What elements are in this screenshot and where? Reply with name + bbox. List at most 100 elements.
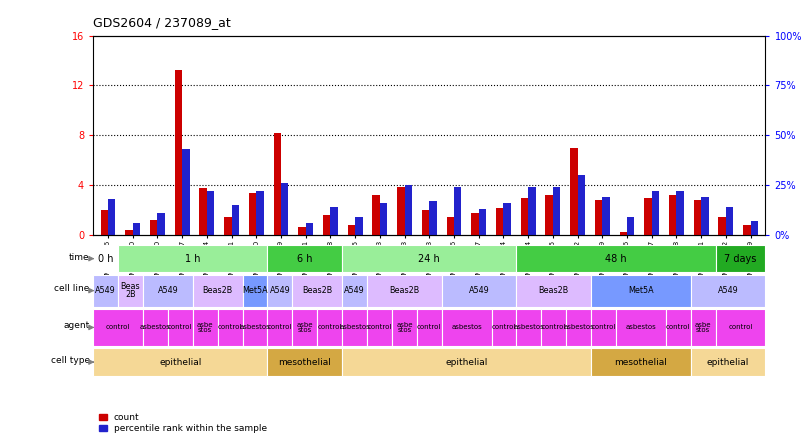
Bar — [305, 223, 313, 235]
Bar — [566, 309, 591, 345]
Text: control: control — [218, 325, 242, 330]
Bar — [718, 217, 726, 235]
Bar — [242, 309, 267, 345]
Text: A549: A549 — [157, 286, 178, 295]
Bar — [342, 274, 367, 307]
Text: control: control — [318, 325, 342, 330]
Bar — [367, 309, 392, 345]
Text: asbestos: asbestos — [240, 325, 271, 330]
Bar — [422, 210, 429, 235]
Bar — [157, 214, 164, 235]
Bar — [342, 309, 367, 345]
Bar — [716, 309, 765, 345]
Bar — [281, 183, 288, 235]
Bar — [620, 232, 627, 235]
Bar — [716, 245, 765, 273]
Bar — [517, 245, 716, 273]
Bar — [193, 274, 242, 307]
Bar — [691, 274, 765, 307]
Bar — [367, 274, 441, 307]
Text: A549: A549 — [344, 286, 365, 295]
Bar — [182, 150, 190, 235]
Bar — [417, 309, 441, 345]
Text: time: time — [69, 253, 90, 262]
Text: A549: A549 — [270, 286, 290, 295]
Bar — [517, 274, 591, 307]
Bar — [591, 348, 691, 376]
Bar — [553, 187, 561, 235]
Bar — [292, 309, 318, 345]
Bar — [175, 71, 182, 235]
Bar — [323, 215, 330, 235]
Text: cell type: cell type — [51, 356, 90, 365]
Bar — [471, 213, 479, 235]
Bar — [347, 226, 355, 235]
Bar — [207, 191, 215, 235]
Text: Beas2B: Beas2B — [539, 286, 569, 295]
Bar — [744, 226, 751, 235]
Bar — [218, 309, 242, 345]
Bar — [404, 186, 412, 235]
Bar — [751, 222, 758, 235]
Text: 24 h: 24 h — [419, 254, 440, 264]
Bar — [355, 218, 363, 235]
Bar — [441, 309, 492, 345]
Text: control: control — [728, 325, 752, 330]
Bar — [644, 198, 652, 235]
Bar — [267, 309, 292, 345]
Text: A549: A549 — [718, 286, 739, 295]
Text: asbestos: asbestos — [339, 325, 370, 330]
Bar — [591, 309, 616, 345]
Bar — [199, 188, 207, 235]
Bar — [143, 309, 168, 345]
Bar — [627, 218, 634, 235]
Bar — [256, 191, 264, 235]
Legend: count, percentile rank within the sample: count, percentile rank within the sample — [98, 412, 269, 435]
Text: control: control — [417, 325, 441, 330]
Bar — [666, 309, 691, 345]
Text: epithelial: epithelial — [446, 357, 488, 367]
Bar — [479, 210, 486, 235]
Bar — [701, 198, 709, 235]
Text: 48 h: 48 h — [605, 254, 627, 264]
Text: asbe
stos: asbe stos — [197, 322, 214, 333]
Bar — [267, 274, 292, 307]
Text: Met5A: Met5A — [628, 286, 654, 295]
Bar — [517, 309, 541, 345]
Text: control: control — [666, 325, 690, 330]
Bar — [691, 309, 716, 345]
Bar — [298, 226, 305, 235]
Bar — [318, 309, 342, 345]
Bar — [595, 200, 603, 235]
Bar — [224, 217, 232, 235]
Bar — [150, 220, 157, 235]
Bar — [726, 207, 733, 235]
Text: mesothelial: mesothelial — [615, 357, 667, 367]
Bar — [570, 148, 578, 235]
Bar — [669, 195, 676, 235]
Bar — [274, 133, 281, 235]
Bar — [193, 309, 218, 345]
Bar — [242, 274, 267, 307]
Text: control: control — [106, 325, 130, 330]
Bar — [521, 198, 528, 235]
Bar — [93, 309, 143, 345]
Text: cell line: cell line — [54, 285, 90, 293]
Bar — [126, 230, 133, 235]
Bar — [441, 274, 517, 307]
Bar — [578, 175, 585, 235]
Bar — [118, 245, 267, 273]
Bar — [496, 208, 504, 235]
Text: Beas2B: Beas2B — [302, 286, 332, 295]
Text: epithelial: epithelial — [707, 357, 749, 367]
Bar — [267, 245, 342, 273]
Text: control: control — [367, 325, 392, 330]
Text: asbe
stos: asbe stos — [695, 322, 711, 333]
Text: control: control — [492, 325, 516, 330]
Bar — [100, 210, 108, 235]
Bar — [292, 274, 342, 307]
Text: GDS2604 / 237089_at: GDS2604 / 237089_at — [93, 16, 231, 29]
Bar — [342, 245, 517, 273]
Bar — [397, 186, 404, 235]
Bar — [143, 274, 193, 307]
